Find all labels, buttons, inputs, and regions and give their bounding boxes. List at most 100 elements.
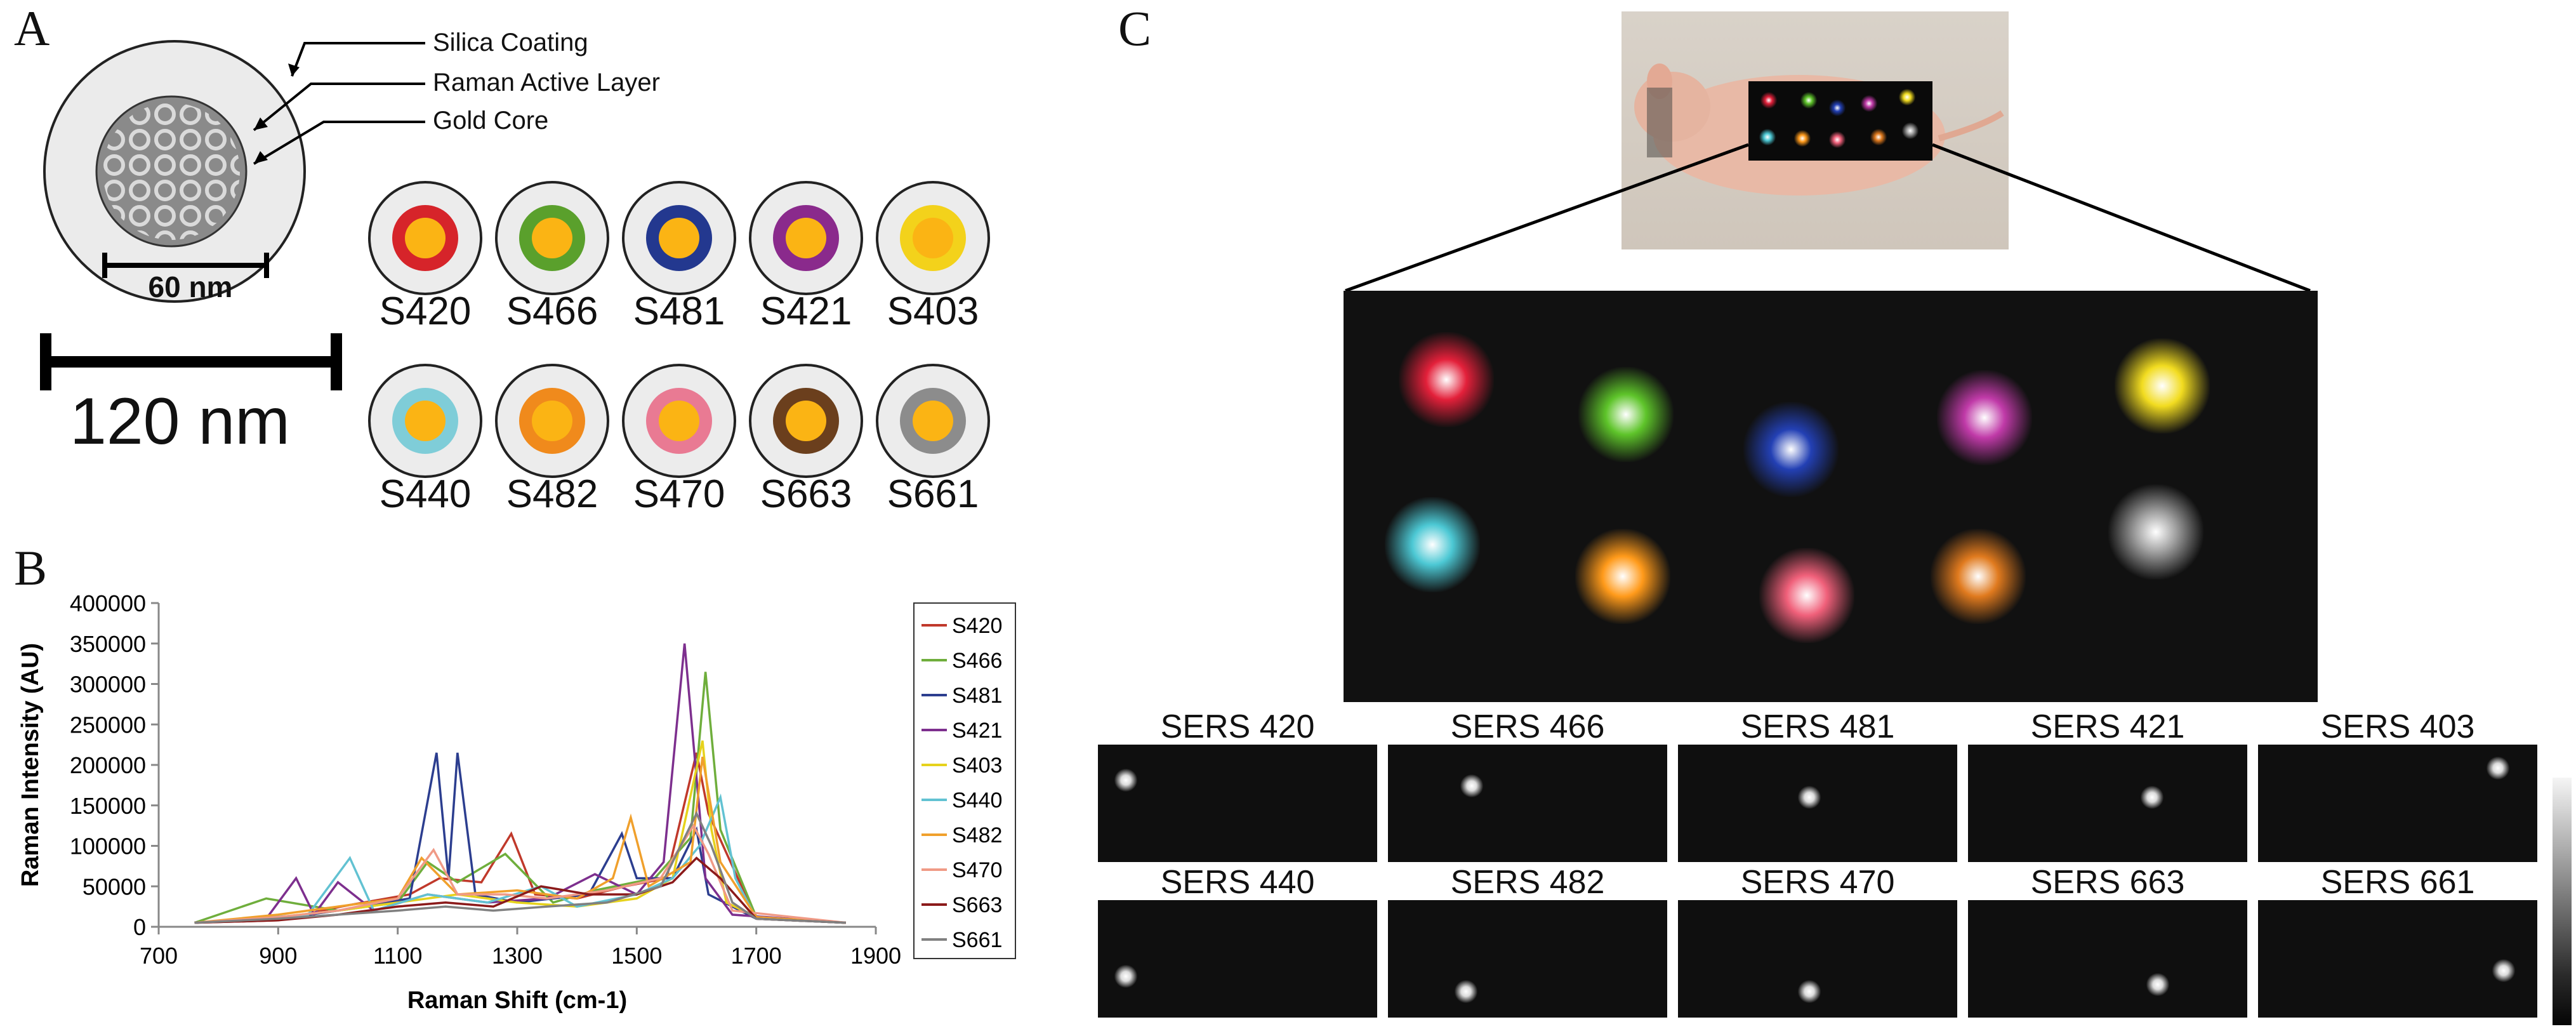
y-tick-label: 400000 [70, 590, 146, 616]
sers-tile-label: SERS 421 [2030, 708, 2185, 745]
callout-arrows [253, 42, 425, 165]
x-tick-label: 900 [259, 943, 297, 969]
sers-tile-label: SERS 466 [1450, 708, 1605, 745]
nanoparticle-label: S403 [887, 289, 979, 333]
nanoparticle-grid: S420 S466 S481 S421 S403 S440 S482 S470 S663 S661 [362, 175, 996, 530]
sers-tile [1388, 900, 1667, 1018]
series-s440-line [194, 793, 846, 924]
x-axis-label: Raman Shift (cm-1) [407, 987, 627, 1014]
composite-spot [1743, 402, 1839, 497]
mini-spot [1870, 129, 1887, 145]
legend-item: S421 [952, 719, 1002, 743]
sers-channel-grid: SERS 420 SERS 466 SERS 481 SERS 421 SERS 403… [1098, 708, 2570, 1025]
composite-spot [1931, 529, 2026, 624]
legend-box [913, 602, 1016, 959]
legend-item: S470 [952, 858, 1002, 882]
sers-tile-label: SERS 661 [2320, 864, 2475, 901]
sers-tile-label: SERS 663 [2030, 864, 2185, 901]
sers-tile [1968, 745, 2247, 862]
legend-item: S482 [952, 823, 1002, 847]
x-tick-label: 1700 [731, 943, 782, 969]
sers-tile-label: SERS 470 [1740, 864, 1895, 901]
sers-tile-spot [1797, 980, 1821, 1004]
nanoparticle-s466-icon [495, 181, 609, 295]
series-s661-line [194, 811, 846, 924]
y-tick-label: 300000 [70, 672, 146, 698]
sers-tile-spot [2141, 786, 2164, 809]
mini-spot [1829, 100, 1846, 116]
legend-item: S663 [952, 893, 1002, 917]
sers-tile [1678, 900, 1957, 1018]
y-tick-label: 350000 [70, 631, 146, 657]
composite-spot [1937, 370, 2032, 465]
mini-spot [1829, 131, 1846, 148]
sers-tile [1098, 745, 1377, 862]
series-s470-line [194, 823, 847, 924]
y-tick-label: 50000 [83, 873, 146, 900]
sers-tile-label: SERS 403 [2320, 708, 2475, 745]
nanoparticle-s470-icon [622, 364, 736, 478]
composite-spot [1578, 367, 1674, 462]
y-tick-label: 200000 [70, 752, 146, 778]
composite-spot [2115, 338, 2210, 434]
sers-tile-spot [1460, 774, 1483, 797]
sers-tile-spot [2492, 959, 2516, 982]
sers-tile [1678, 745, 1957, 862]
raman-spectrum-chart: 0 50000 100000 150000 200000 250000 300000 3500… [17, 590, 1016, 1014]
sers-tile-label: SERS 440 [1160, 864, 1315, 901]
nanoparticle-schematic [40, 40, 342, 390]
mini-spot [1899, 89, 1915, 105]
callout-silica-coating: Silica Coating [433, 29, 588, 56]
series-s421-line [194, 643, 847, 924]
nanoparticle-label: S481 [633, 289, 725, 333]
mini-spot [1861, 95, 1877, 112]
legend-item: S403 [952, 753, 1002, 778]
callout-gold-core: Gold Core [433, 107, 549, 135]
nanoparticle-label: S661 [887, 472, 979, 516]
mini-spot [1902, 123, 1919, 139]
composite-spot [1399, 332, 1494, 427]
y-tick-label: 0 [133, 914, 146, 940]
nanoparticle-s481-icon [622, 181, 736, 295]
nanoparticle-s421-icon [749, 181, 863, 295]
sers-composite-image [1344, 291, 2318, 702]
mini-spot [1760, 92, 1777, 109]
panel-label-b: B [14, 540, 48, 595]
sers-tile [2258, 900, 2537, 1018]
y-tick-label: 100000 [70, 833, 146, 860]
nanoparticle-label: S663 [760, 472, 852, 516]
mini-spot [1759, 129, 1776, 145]
callout-raman-layer: Raman Active Layer [433, 69, 660, 96]
y-tick-label: 250000 [70, 712, 146, 738]
x-tick-label: 1300 [492, 943, 543, 969]
y-axis-label: Raman Intensity (AU) [17, 643, 44, 887]
nanoparticle-label: S440 [379, 472, 472, 516]
composite-spot [1385, 497, 1480, 592]
sers-tile-spot [2146, 973, 2170, 997]
panel-label-c: C [1118, 1, 1152, 56]
nanoparticle-s420-icon [368, 181, 482, 295]
nanoparticle-label: S470 [633, 472, 725, 516]
composite-spot [1759, 548, 1854, 643]
sers-tile-label: SERS 481 [1740, 708, 1895, 745]
nanoparticle-label: S482 [506, 472, 598, 516]
legend-item: S440 [952, 788, 1002, 813]
sers-tile-spot [1455, 980, 1478, 1004]
nanoparticle-label: S421 [760, 289, 852, 333]
sers-tile-spot [1114, 768, 1137, 792]
sers-tile-spot [2487, 757, 2510, 780]
nanoparticle-s661-icon [876, 364, 990, 478]
sers-tile [1968, 900, 2247, 1018]
composite-spot [2108, 484, 2203, 580]
intensity-colorbar [2553, 778, 2572, 1025]
sers-tile-spot [1797, 786, 1821, 809]
sers-tile [1388, 745, 1667, 862]
nanoparticle-s663-icon [749, 364, 863, 478]
scale-label-60nm: 60 nm [148, 270, 233, 303]
nanoparticle-s440-icon [368, 364, 482, 478]
x-tick-label: 700 [140, 943, 178, 969]
legend-item: S661 [952, 928, 1002, 952]
x-tick-label: 1100 [373, 943, 422, 969]
composite-spot [1575, 529, 1670, 624]
sers-tile [2258, 745, 2537, 862]
